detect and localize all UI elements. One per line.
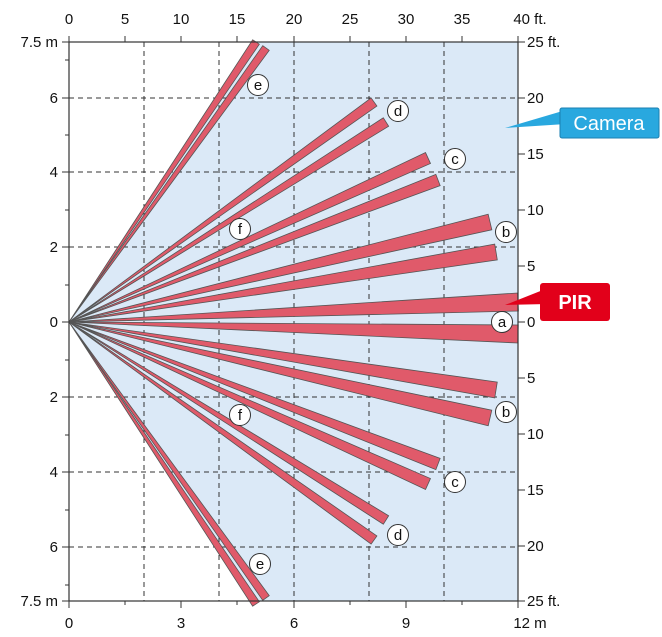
left-m-label: 2: [50, 239, 58, 256]
zone-letter: b: [502, 224, 510, 241]
top-ft-label: 0: [65, 11, 73, 28]
top-ft-label: 40 ft.: [513, 11, 546, 28]
top-ft-label: 5: [121, 11, 129, 28]
left-m-label: 4: [50, 164, 58, 181]
pir-label: PIR: [558, 292, 592, 314]
right-ft-label: 5: [527, 258, 535, 275]
right-ft-label: 15: [527, 146, 544, 163]
zone-letter: e: [256, 556, 264, 573]
zone-letter: d: [394, 527, 402, 544]
bottom-m-label: 6: [290, 615, 298, 632]
bottom-m-label: 12 m: [513, 615, 546, 632]
left-m-label: 2: [50, 389, 58, 406]
zone-letter: a: [498, 314, 507, 331]
top-ft-label: 25: [342, 11, 359, 28]
right-ft-label: 25 ft.: [527, 34, 560, 51]
bottom-m-label: 0: [65, 615, 73, 632]
right-ft-label: 15: [527, 482, 544, 499]
left-m-label: 0: [50, 314, 58, 331]
zone-letter: d: [394, 103, 402, 120]
bottom-m-label: 3: [177, 615, 185, 632]
top-ft-label: 20: [286, 11, 303, 28]
top-ft-label: 35: [454, 11, 471, 28]
top-ft-label: 30: [398, 11, 415, 28]
right-ft-label: 10: [527, 202, 544, 219]
zone-letter: c: [451, 474, 459, 491]
right-ft-label: 20: [527, 538, 544, 555]
left-m-label: 4: [50, 464, 58, 481]
camera-label: Camera: [573, 113, 645, 135]
zone-letter: b: [502, 404, 510, 421]
top-ft-label: 15: [229, 11, 246, 28]
left-m-label: 6: [50, 90, 58, 107]
bottom-m-label: 9: [402, 615, 410, 632]
right-ft-label: 25 ft.: [527, 593, 560, 610]
left-m-label: 7.5 m: [20, 34, 58, 51]
zone-letter: e: [254, 77, 262, 94]
top-ft-label: 10: [173, 11, 190, 28]
zone-letter: c: [451, 151, 459, 168]
left-m-label: 6: [50, 539, 58, 556]
right-ft-label: 20: [527, 90, 544, 107]
left-m-label: 7.5 m: [20, 593, 58, 610]
right-ft-label: 0: [527, 314, 535, 331]
right-ft-label: 5: [527, 370, 535, 387]
right-ft-label: 10: [527, 426, 544, 443]
